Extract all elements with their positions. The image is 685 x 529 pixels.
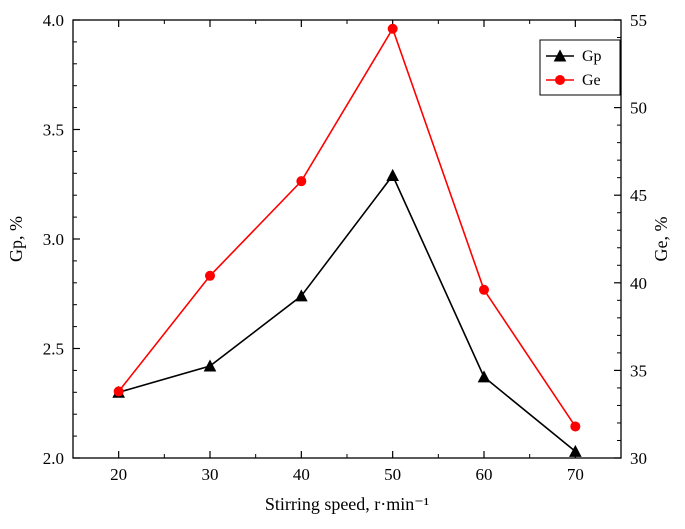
y-left-tick-label: 3.0 <box>43 230 64 249</box>
legend-label-gp: Gp <box>582 48 602 65</box>
x-tick-label: 50 <box>384 465 401 484</box>
x-tick-label: 20 <box>110 465 127 484</box>
y-left-tick-label: 2.5 <box>43 340 64 359</box>
y-right-tick-label: 50 <box>630 99 647 118</box>
dual-axis-line-chart: 20 30 40 50 60 70 Stirring speed, r·min⁻¹ 2.0 2.… <box>0 0 685 529</box>
y-left-tick-label: 4.0 <box>43 11 64 30</box>
y-right-axis-label: Ge, % <box>651 217 671 262</box>
x-tick-label: 60 <box>476 465 493 484</box>
x-tick-label: 30 <box>202 465 219 484</box>
y-right-tick-label: 35 <box>630 361 647 380</box>
y-right-tick-label: 40 <box>630 274 647 293</box>
legend-label-ge: Ge <box>582 72 601 89</box>
y-left-axis-label: Gp, % <box>6 216 26 262</box>
y-right-tick-label: 30 <box>630 449 647 468</box>
legend-box <box>540 40 620 95</box>
x-tick-label: 40 <box>293 465 310 484</box>
y-left-tick-label: 2.0 <box>43 449 64 468</box>
y-left-tick-label: 3.5 <box>43 121 64 140</box>
y-right-tick-label: 45 <box>630 186 647 205</box>
x-tick-label: 70 <box>567 465 584 484</box>
y-right-tick-label: 55 <box>630 11 647 30</box>
x-axis-label: Stirring speed, r·min⁻¹ <box>265 494 429 514</box>
